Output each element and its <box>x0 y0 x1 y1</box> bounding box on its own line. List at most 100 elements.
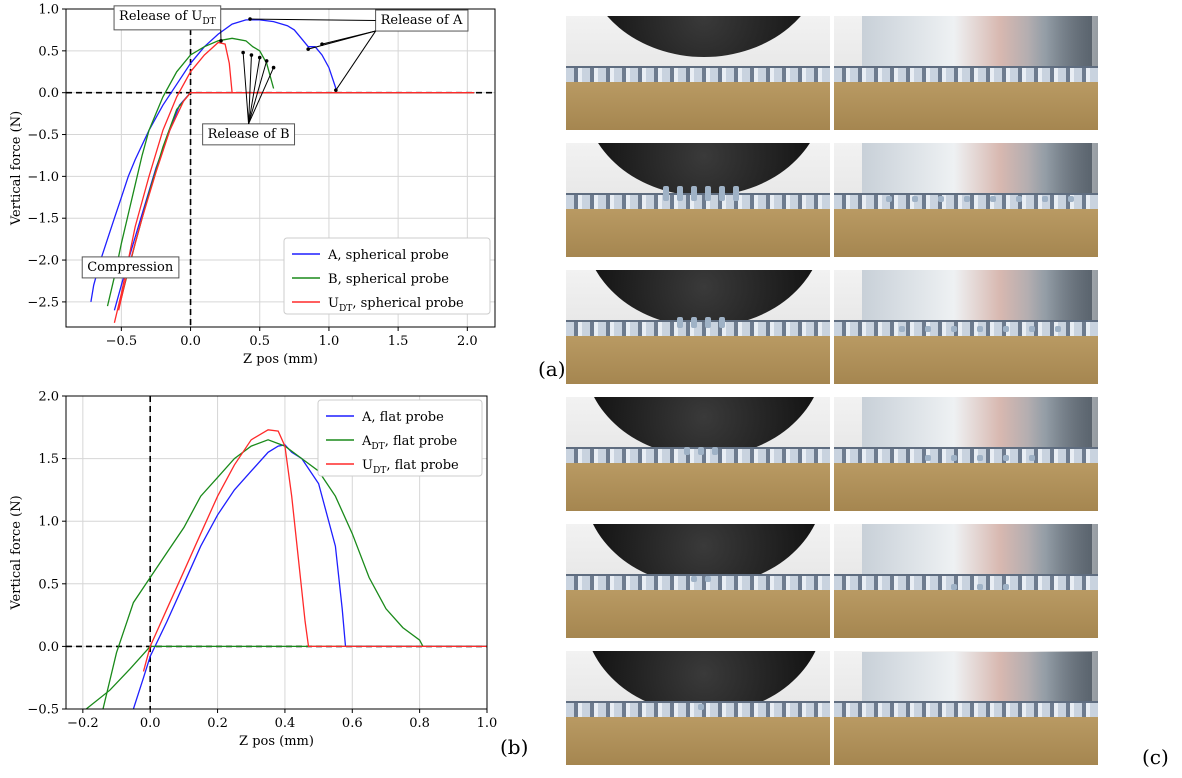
adhesive-filament <box>691 316 697 328</box>
adhesive-filament <box>951 584 957 590</box>
adhesive-filament <box>899 325 905 332</box>
panel-label-a: (a) <box>538 357 566 381</box>
annotation: Compression <box>81 256 180 279</box>
annotation-label: Release of UDT <box>119 9 216 27</box>
x-tick-label: 0.2 <box>207 716 228 731</box>
panel-label-c: (c) <box>1142 745 1169 769</box>
annotation: Release of A <box>248 9 469 92</box>
y-tick-label: 0.0 <box>38 640 59 655</box>
x-tick-label: 2.0 <box>457 334 478 349</box>
plot-frame <box>65 8 496 328</box>
adhesive-filament <box>1003 325 1009 332</box>
chart-a: −0.5 0.0 0.5 1.0 1.5 2.0 −2.5 −2.0 −1.5 −1.0 −0.5 0… <box>9 3 496 367</box>
substrate <box>834 590 1098 638</box>
adhesive-filament <box>733 186 739 201</box>
y-tick-label: 2.0 <box>38 390 59 405</box>
annotation-arrow <box>248 57 261 124</box>
y-tick-label: −1.0 <box>27 170 59 185</box>
substrate <box>566 463 830 511</box>
adhesive-filament <box>684 446 690 455</box>
annotation-arrow <box>248 55 252 124</box>
adhesive-filament <box>1016 195 1022 202</box>
annotation-arrowhead <box>257 55 262 60</box>
annotation-arrow <box>248 60 268 124</box>
y-tick-label: 0.5 <box>38 577 59 592</box>
adhesive-filament <box>977 325 983 332</box>
x-axis-label: Z pos (mm) <box>243 352 318 367</box>
substrate <box>566 717 830 765</box>
adhesive-filament <box>691 186 697 201</box>
adhesive-filament <box>925 325 931 332</box>
legend-entry: UDT, spherical probe <box>328 296 464 314</box>
x-tick-label: 0.8 <box>409 716 430 731</box>
annotation-arrowhead <box>271 65 276 70</box>
adhesive-filament <box>925 455 931 461</box>
adhesive-filament <box>977 455 983 461</box>
legend: A, spherical probe B, spherical probe UDT,… <box>283 237 491 315</box>
y-tick-label: −2.0 <box>27 254 59 269</box>
adhesive-filament <box>677 316 683 328</box>
substrate <box>834 336 1098 384</box>
legend-entry: A, spherical probe <box>327 248 449 263</box>
y-tick-label: −0.5 <box>27 128 59 143</box>
photo-left-4 <box>566 397 830 511</box>
photo-right-4 <box>834 397 1098 511</box>
annotation-arrowhead <box>264 59 269 63</box>
adhesive-filament <box>886 195 892 202</box>
series-line-b <box>106 37 275 307</box>
x-tick-label: −0.2 <box>67 716 99 731</box>
x-tick-label: 0.6 <box>342 716 363 731</box>
annotation-arrowhead <box>249 53 254 57</box>
adhesive-filament <box>705 576 711 582</box>
x-tick-label: 1.0 <box>477 716 498 731</box>
x-tick-label: 0.0 <box>140 716 161 731</box>
plot-frame <box>65 395 488 710</box>
adhesive-filament <box>977 584 983 590</box>
substrate <box>566 209 830 257</box>
legend-entry: UDT, flat probe <box>362 458 459 476</box>
legend-entry: B, spherical probe <box>328 272 449 287</box>
series-line-udt <box>117 92 475 311</box>
adhesive-filament <box>663 186 669 201</box>
y-tick-label: −0.5 <box>27 703 59 718</box>
series-line-udt <box>142 429 487 672</box>
series-line-adt <box>102 439 424 709</box>
x-tick-label: −0.5 <box>106 334 138 349</box>
photo-grid <box>566 16 1166 765</box>
adhesive-filament <box>1003 584 1009 590</box>
photo-right-2 <box>834 143 1098 257</box>
legend-entry: A, flat probe <box>361 410 444 425</box>
adhesive-filament <box>691 576 697 582</box>
photo-left-3 <box>566 270 830 384</box>
adhesive-filament <box>951 455 957 461</box>
x-tick-label: 1.5 <box>388 334 409 349</box>
y-tick-label: 1.0 <box>38 3 59 18</box>
annotation-arrowhead <box>306 47 310 51</box>
series-line-a <box>132 444 487 709</box>
series-line-adt <box>85 645 487 709</box>
photo-left-2 <box>566 143 830 257</box>
y-tick-label: −2.5 <box>27 295 59 310</box>
y-tick-label: 0.5 <box>38 44 59 59</box>
series-line-a <box>90 19 337 303</box>
legend: A, flat probe ADT, flat probe UDT, flat pr… <box>317 399 483 477</box>
adhesive-filament <box>698 446 704 455</box>
annotation-arrowhead <box>219 39 223 43</box>
photo-left-1 <box>566 16 830 130</box>
annotation: Release of B <box>202 50 296 146</box>
adhesive-filament <box>1042 195 1048 202</box>
substrate <box>834 82 1098 130</box>
y-tick-label: 0.0 <box>38 86 59 101</box>
adhesive-filament <box>719 186 725 201</box>
adhesive-filament <box>712 446 718 455</box>
photo-right-5 <box>834 524 1098 638</box>
adhesive-filament <box>698 704 704 711</box>
annotation-label: Compression <box>87 260 174 275</box>
substrate <box>834 463 1098 511</box>
x-axis-label: Z pos (mm) <box>239 734 314 749</box>
annotation-arrow <box>250 18 376 22</box>
annotation-label: Release of A <box>381 13 463 28</box>
annotation-arrowhead <box>241 50 245 55</box>
legend-entry: ADT, flat probe <box>361 434 457 452</box>
adhesive-filament <box>912 195 918 202</box>
